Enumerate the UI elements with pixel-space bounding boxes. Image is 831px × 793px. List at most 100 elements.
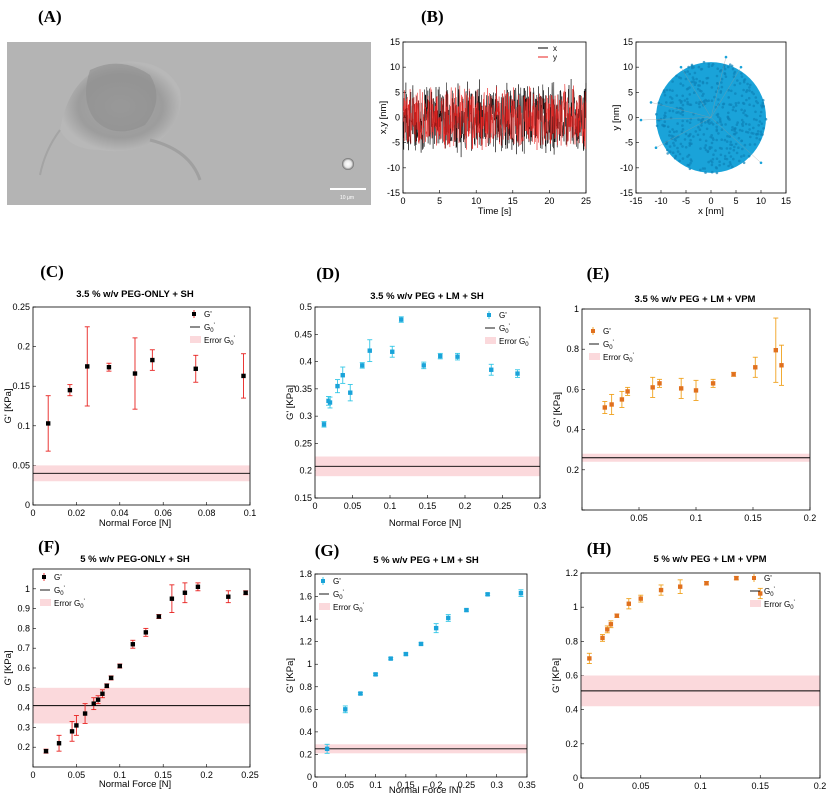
scatter-point <box>676 150 680 153</box>
scatter-point <box>704 171 707 174</box>
x-tick-label: 5 <box>437 196 442 206</box>
scatter-point <box>732 72 736 75</box>
scatter-point <box>683 138 687 141</box>
scatter-point <box>692 135 695 138</box>
scatter-point <box>739 65 743 69</box>
scatter-point <box>732 75 736 78</box>
scatter-point <box>697 126 700 129</box>
scatter-point <box>666 152 669 155</box>
scatter-point <box>671 128 674 131</box>
scatter-point <box>762 127 765 130</box>
scatter-point <box>679 65 683 69</box>
x-axis-label: x [nm] <box>698 206 724 217</box>
plot-frame <box>314 573 528 778</box>
scatter-point <box>728 135 731 138</box>
scatter-point <box>727 65 730 69</box>
scatter-point <box>675 136 678 139</box>
data-point <box>650 385 655 390</box>
scatter-point <box>761 98 765 102</box>
panel-letter: (G) <box>315 541 340 560</box>
scatter-point <box>758 120 762 123</box>
scatter-point <box>748 103 751 106</box>
scatter-point <box>662 116 666 120</box>
scatter-point <box>729 155 733 158</box>
scatter-point <box>657 119 661 122</box>
scatter-point <box>753 143 757 146</box>
y-tick-label: 1 <box>574 304 579 314</box>
data-point <box>91 701 96 706</box>
scatter-point <box>742 80 746 84</box>
chart-title: 5 % w/v PEG + LM + SH <box>373 555 479 566</box>
y-tick-label: 0.3 <box>299 411 312 421</box>
scatter-point <box>756 130 760 133</box>
scatter-point <box>755 118 758 122</box>
y-tick-label: 0.9 <box>17 604 30 614</box>
scatter-point <box>761 133 764 136</box>
data-point <box>773 348 778 353</box>
scatter-point <box>654 146 658 149</box>
legend-label-g: G' <box>603 327 611 336</box>
scatter-point <box>715 138 718 142</box>
scatter-point <box>707 118 711 122</box>
scatter-point <box>679 112 682 115</box>
y-tick-label: 0.35 <box>294 384 312 394</box>
trace-line <box>640 117 712 121</box>
scatter-point <box>681 145 684 148</box>
data-point <box>455 354 460 359</box>
scatter-point <box>733 129 736 133</box>
chart-title: 3.5 % w/v PEG-ONLY + SH <box>76 289 194 300</box>
scatter-point <box>703 167 707 170</box>
scatter-point <box>704 121 707 124</box>
chart-g: 0 0.05 0.1 0.15 0.2 0.25 0.3 0.35 0 0.2 0.4 0.6 0.8 1… <box>285 541 536 793</box>
scatter-point <box>664 111 667 115</box>
scatter-point <box>725 140 729 143</box>
scatter-point <box>678 99 682 102</box>
scatter-point <box>742 161 746 165</box>
scatter-point <box>699 119 703 122</box>
scatter-point <box>715 113 719 117</box>
scatter-point <box>687 134 690 138</box>
scatter-point <box>715 128 719 131</box>
scatter-point <box>692 80 696 84</box>
legend: G' G0' Error G0' <box>319 577 364 614</box>
scatter-point <box>674 154 678 158</box>
y-tick-label: 0.6 <box>566 384 579 394</box>
data-point <box>609 402 614 407</box>
x-tick-label: 0.05 <box>630 513 648 523</box>
scatter-point <box>675 130 678 133</box>
scatter-point <box>696 133 700 137</box>
legend-label-g0: G0' <box>499 324 510 335</box>
x-tick-label: 0.08 <box>198 508 216 518</box>
y-axis-label: x,y [nm] <box>378 101 389 134</box>
data-point <box>358 691 363 696</box>
scatter-point <box>747 154 751 158</box>
scatter-point <box>737 101 740 105</box>
scatter-point <box>711 136 714 140</box>
scatter-point <box>720 123 723 126</box>
x-tick-label: 25 <box>581 196 591 206</box>
x-tick-label: 0.1 <box>690 513 703 523</box>
scatter-point <box>752 126 755 130</box>
y-tick-label: 1.4 <box>299 614 312 624</box>
scatter-point <box>669 95 672 99</box>
scatter-point <box>703 99 706 103</box>
scatter-point <box>741 122 744 126</box>
data-point <box>587 656 592 661</box>
data-point <box>446 615 451 621</box>
data-point <box>360 363 365 368</box>
x-tick-label: 0.25 <box>494 501 512 511</box>
y-tick-label: 5 <box>395 87 400 97</box>
scatter-point <box>715 125 718 129</box>
data-point <box>614 613 620 618</box>
scatter-point <box>720 85 724 89</box>
legend-band <box>485 337 496 344</box>
scatter-point <box>737 146 740 149</box>
x-axis-label: Normal Force [N] <box>389 785 461 793</box>
data-point <box>433 625 439 631</box>
scatter-point <box>752 132 755 135</box>
data-point <box>43 748 49 754</box>
scatter-point <box>740 75 744 78</box>
scatter-point <box>681 119 684 123</box>
scatter-point <box>748 123 751 126</box>
